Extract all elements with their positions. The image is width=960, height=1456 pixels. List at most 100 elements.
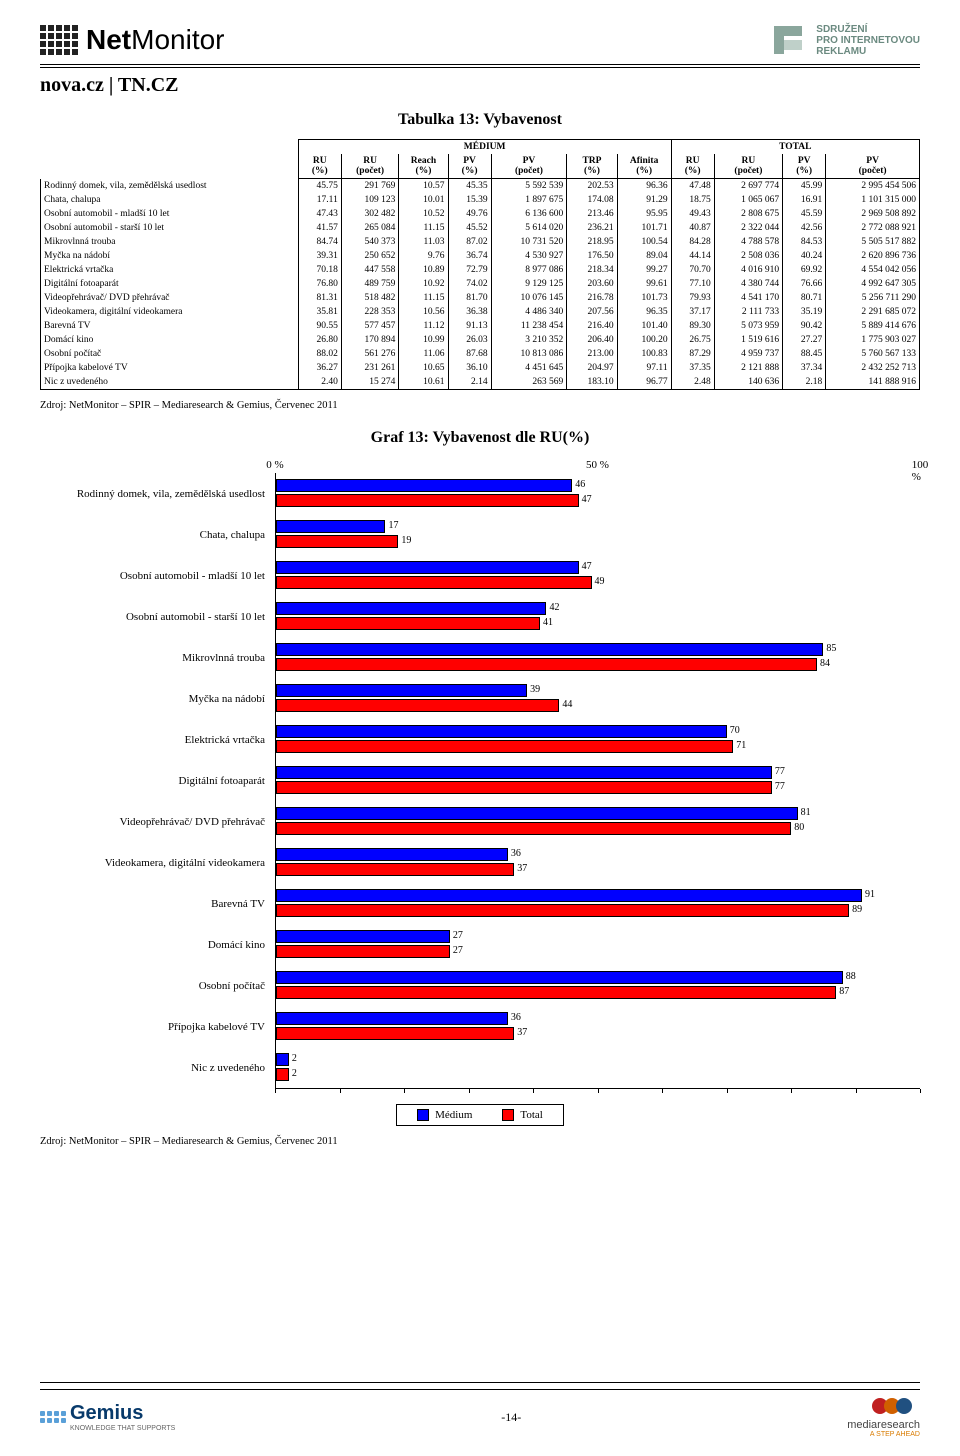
cell-value: 5 505 517 882 xyxy=(826,235,920,249)
chart-row-label: Osobní automobil - mladší 10 let xyxy=(40,570,275,582)
cell-value: 49.76 xyxy=(448,207,491,221)
chart-bars: 3637 xyxy=(275,1006,920,1047)
cell-value: 10.61 xyxy=(399,375,448,390)
col-header: RU(počet) xyxy=(714,154,782,179)
bar-value-medium: 39 xyxy=(526,684,540,695)
cell-value: 100.54 xyxy=(617,235,671,249)
col-header: TRP(%) xyxy=(567,154,617,179)
row-label: Osobní automobil - starší 10 let xyxy=(41,221,299,235)
cell-value: 37.35 xyxy=(671,361,714,375)
cell-value: 10 813 086 xyxy=(491,347,567,361)
page-header: NetMonitor SDRUŽENÍ PRO INTERNETOVOU REK… xyxy=(40,20,920,60)
bar-value-medium: 27 xyxy=(449,930,463,941)
cell-value: 47.48 xyxy=(671,179,714,194)
cell-value: 213.46 xyxy=(567,207,617,221)
cell-value: 97.11 xyxy=(617,361,671,375)
cell-value: 518 482 xyxy=(341,291,399,305)
cell-value: 11.15 xyxy=(399,221,448,235)
chart-row: Chata, chalupa1719 xyxy=(40,514,920,555)
chart-axis: 0 %50 %100 % xyxy=(275,459,920,473)
cell-value: 228 353 xyxy=(341,305,399,319)
cell-value: 216.40 xyxy=(567,319,617,333)
chart-bars: 39 44 xyxy=(275,678,920,719)
cell-value: 10.99 xyxy=(399,333,448,347)
cell-value: 291 769 xyxy=(341,179,399,194)
bar-total: 71 xyxy=(276,740,733,753)
header-rule-2 xyxy=(40,67,920,68)
bar-medium: 46 xyxy=(276,479,572,492)
cell-value: 2 772 088 921 xyxy=(826,221,920,235)
chart-row: Nic z uvedeného22 xyxy=(40,1047,920,1088)
axis-tick xyxy=(727,1089,728,1093)
cell-value: 250 652 xyxy=(341,249,399,263)
cell-value: 140 636 xyxy=(714,375,782,390)
cell-value: 5 073 959 xyxy=(714,319,782,333)
bar-value-medium: 47 xyxy=(578,561,592,572)
chart-title: Graf 13: Vybavenost dle RU(%) xyxy=(40,429,920,447)
col-header: PV(%) xyxy=(448,154,491,179)
cell-value: 101.40 xyxy=(617,319,671,333)
row-label: Myčka na nádobí xyxy=(41,249,299,263)
cell-value: 5 889 414 676 xyxy=(826,319,920,333)
cell-value: 15 274 xyxy=(341,375,399,390)
cell-value: 109 123 xyxy=(341,193,399,207)
cell-value: 141 888 916 xyxy=(826,375,920,390)
cell-value: 26.80 xyxy=(298,333,341,347)
cell-value: 91.29 xyxy=(617,193,671,207)
chart-row: Digitální fotoaparát7777 xyxy=(40,760,920,801)
bar-value-total: 37 xyxy=(513,1027,527,1038)
cell-value: 101.71 xyxy=(617,221,671,235)
cell-value: 231 261 xyxy=(341,361,399,375)
cell-value: 74.02 xyxy=(448,277,491,291)
cell-value: 2 620 896 736 xyxy=(826,249,920,263)
cell-value: 1 519 616 xyxy=(714,333,782,347)
chart-bars: 4241 xyxy=(275,596,920,637)
cell-value: 2 432 252 713 xyxy=(826,361,920,375)
bar-medium: 91 xyxy=(276,889,862,902)
bar-value-total: 80 xyxy=(790,822,804,833)
chart-row: Osobní počítač8887 xyxy=(40,965,920,1006)
spir-line1: SDRUŽENÍ xyxy=(816,24,920,35)
cell-value: 2 291 685 072 xyxy=(826,305,920,319)
bar-value-medium: 42 xyxy=(545,602,559,613)
cell-value: 2 995 454 506 xyxy=(826,179,920,194)
cell-value: 4 380 744 xyxy=(714,277,782,291)
chart-row-label: Osobní automobil - starší 10 let xyxy=(40,611,275,623)
cell-value: 265 084 xyxy=(341,221,399,235)
cell-value: 5 760 567 133 xyxy=(826,347,920,361)
cell-value: 5 592 539 xyxy=(491,179,567,194)
cell-value: 40.87 xyxy=(671,221,714,235)
chart-row: Videopřehrávač/ DVD přehrávač8180 xyxy=(40,801,920,842)
chart-bars: 1719 xyxy=(275,514,920,555)
cell-value: 76.80 xyxy=(298,277,341,291)
row-label: Mikrovlnná trouba xyxy=(41,235,299,249)
cell-value: 36.10 xyxy=(448,361,491,375)
cell-value: 2 322 044 xyxy=(714,221,782,235)
bar-value-medium: 77 xyxy=(771,766,785,777)
bar-medium: 2 xyxy=(276,1053,289,1066)
cell-value: 1 101 315 000 xyxy=(826,193,920,207)
bar-total: 27 xyxy=(276,945,450,958)
header-rule-1 xyxy=(40,64,920,65)
cell-value: 10.65 xyxy=(399,361,448,375)
chart-row: Přípojka kabelové TV3637 xyxy=(40,1006,920,1047)
bar-medium: 47 xyxy=(276,561,579,574)
row-label: Videokamera, digitální videokamera xyxy=(41,305,299,319)
chart-row-label: Barevná TV xyxy=(40,898,275,910)
chart-bars: 4647 xyxy=(275,473,920,514)
cell-value: 447 558 xyxy=(341,263,399,277)
cell-value: 88.02 xyxy=(298,347,341,361)
bar-value-total: 44 xyxy=(558,699,572,710)
chart-row: Mikrovlnná trouba8584 xyxy=(40,637,920,678)
axis-tick xyxy=(920,1089,921,1093)
cell-value: 2 508 036 xyxy=(714,249,782,263)
cell-value: 1 897 675 xyxy=(491,193,567,207)
bar-total: 87 xyxy=(276,986,836,999)
page-footer: Gemius KNOWLEDGE THAT SUPPORTS -14- medi… xyxy=(40,1382,920,1438)
cell-value: 2.40 xyxy=(298,375,341,390)
chart-row-label: Elektrická vrtačka xyxy=(40,734,275,746)
cell-value: 45.99 xyxy=(783,179,826,194)
row-label: Osobní automobil - mladší 10 let xyxy=(41,207,299,221)
cell-value: 16.91 xyxy=(783,193,826,207)
spir-line3: REKLAMU xyxy=(816,46,920,57)
